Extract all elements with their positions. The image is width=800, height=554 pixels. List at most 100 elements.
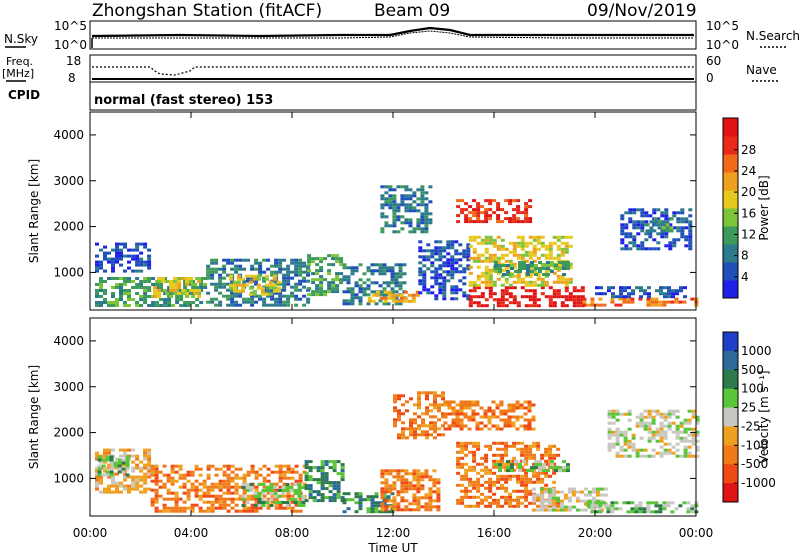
- power-cell: [230, 288, 235, 292]
- power-cell: [688, 232, 693, 236]
- velocity-cell: [139, 490, 144, 494]
- velocity-cell: [336, 496, 341, 500]
- velocity-cell: [342, 501, 347, 505]
- power-cell: [127, 304, 131, 307]
- velocity-cell: [218, 467, 223, 471]
- date-label: 09/Nov/2019: [587, 1, 697, 21]
- power-cell: [392, 197, 397, 201]
- velocity-cell: [274, 488, 279, 492]
- power-cell: [661, 226, 666, 230]
- power-cell: [544, 247, 549, 251]
- velocity-cell: [131, 466, 136, 470]
- power-cell: [197, 292, 202, 295]
- power-cell: [649, 226, 654, 230]
- power-cell: [468, 217, 473, 221]
- velocity-cell: [675, 430, 680, 434]
- power-cell: [468, 289, 473, 293]
- velocity-cell: [488, 501, 493, 505]
- velocity-cell: [432, 481, 437, 485]
- power-cell: [319, 260, 324, 264]
- power-cell: [450, 261, 455, 265]
- power-cell: [599, 286, 603, 290]
- power-cell: [684, 238, 689, 242]
- velocity-cell: [429, 403, 433, 407]
- velocity-cell: [631, 442, 636, 446]
- velocity-cell: [121, 461, 126, 465]
- velocity-cell: [117, 461, 122, 465]
- velocity-cell: [540, 456, 545, 460]
- power-cell: [282, 258, 287, 262]
- power-cell: [418, 282, 423, 286]
- power-cell: [524, 253, 529, 257]
- velocity-cell: [214, 494, 219, 498]
- power-cell: [382, 263, 387, 267]
- power-cell: [660, 214, 665, 218]
- velocity-cell: [380, 481, 385, 485]
- nsky-tick-bottom: 10^0: [54, 38, 87, 52]
- power-cell: [210, 261, 215, 265]
- velocity-cell: [416, 469, 421, 473]
- power-cell: [218, 267, 223, 271]
- velocity-cell: [95, 475, 99, 479]
- power-cell: [358, 278, 363, 282]
- velocity-cell: [516, 498, 521, 502]
- power-ylabel: Slant Range [km]: [27, 159, 41, 263]
- velocity-cell: [468, 465, 473, 469]
- velocity-cell: [635, 451, 640, 455]
- power-cell: [494, 267, 498, 270]
- velocity-cell: [437, 394, 441, 398]
- power-cell: [161, 277, 166, 280]
- power-cell: [512, 217, 517, 221]
- velocity-cell: [531, 499, 536, 503]
- velocity-cell: [198, 506, 203, 510]
- power-cell: [454, 285, 459, 289]
- power-cell: [99, 248, 103, 252]
- power-cell: [115, 254, 119, 258]
- power-cell: [500, 274, 505, 278]
- velocity-cell: [131, 469, 136, 473]
- velocity-cell: [115, 457, 119, 461]
- power-cell: [319, 287, 324, 291]
- power-cell: [556, 289, 561, 293]
- power-cell: [306, 297, 311, 301]
- power-cell: [286, 264, 291, 268]
- velocity-cell: [659, 445, 664, 449]
- power-cell: [392, 218, 397, 222]
- velocity-cell: [258, 467, 263, 471]
- velocity-cell: [250, 464, 255, 468]
- velocity-cell: [611, 430, 616, 434]
- power-cell: [256, 283, 261, 287]
- power-cell: [274, 297, 279, 301]
- velocity-cell: [507, 421, 512, 425]
- velocity-cell: [397, 394, 401, 398]
- velocity-cell: [683, 427, 688, 431]
- velocity-cell: [354, 501, 359, 505]
- velocity-cell: [424, 505, 429, 509]
- power-cell: [611, 292, 615, 296]
- velocity-cell: [441, 415, 445, 419]
- velocity-cell: [162, 497, 167, 501]
- power-cell: [286, 297, 291, 301]
- power-cell: [307, 254, 312, 258]
- velocity-cell: [647, 415, 652, 419]
- velocity-cell: [531, 508, 536, 512]
- power-cell: [95, 289, 99, 292]
- power-cell: [416, 224, 421, 228]
- power-cell: [278, 261, 283, 265]
- velocity-cell: [324, 487, 329, 491]
- velocity-cell: [297, 492, 302, 495]
- power-cell: [665, 229, 670, 233]
- velocity-cell: [610, 504, 615, 508]
- power-cell: [187, 304, 192, 307]
- velocity-cell: [131, 475, 136, 479]
- velocity-cell: [638, 501, 643, 505]
- velocity-cell: [340, 469, 345, 473]
- power-cell: [472, 199, 477, 203]
- velocity-cell: [269, 492, 274, 495]
- velocity-cell: [548, 474, 553, 478]
- power-cell: [370, 272, 375, 276]
- velocity-cell: [262, 476, 267, 480]
- power-cell: [496, 244, 501, 248]
- velocity-cell: [603, 505, 608, 509]
- velocity-cell: [332, 496, 337, 500]
